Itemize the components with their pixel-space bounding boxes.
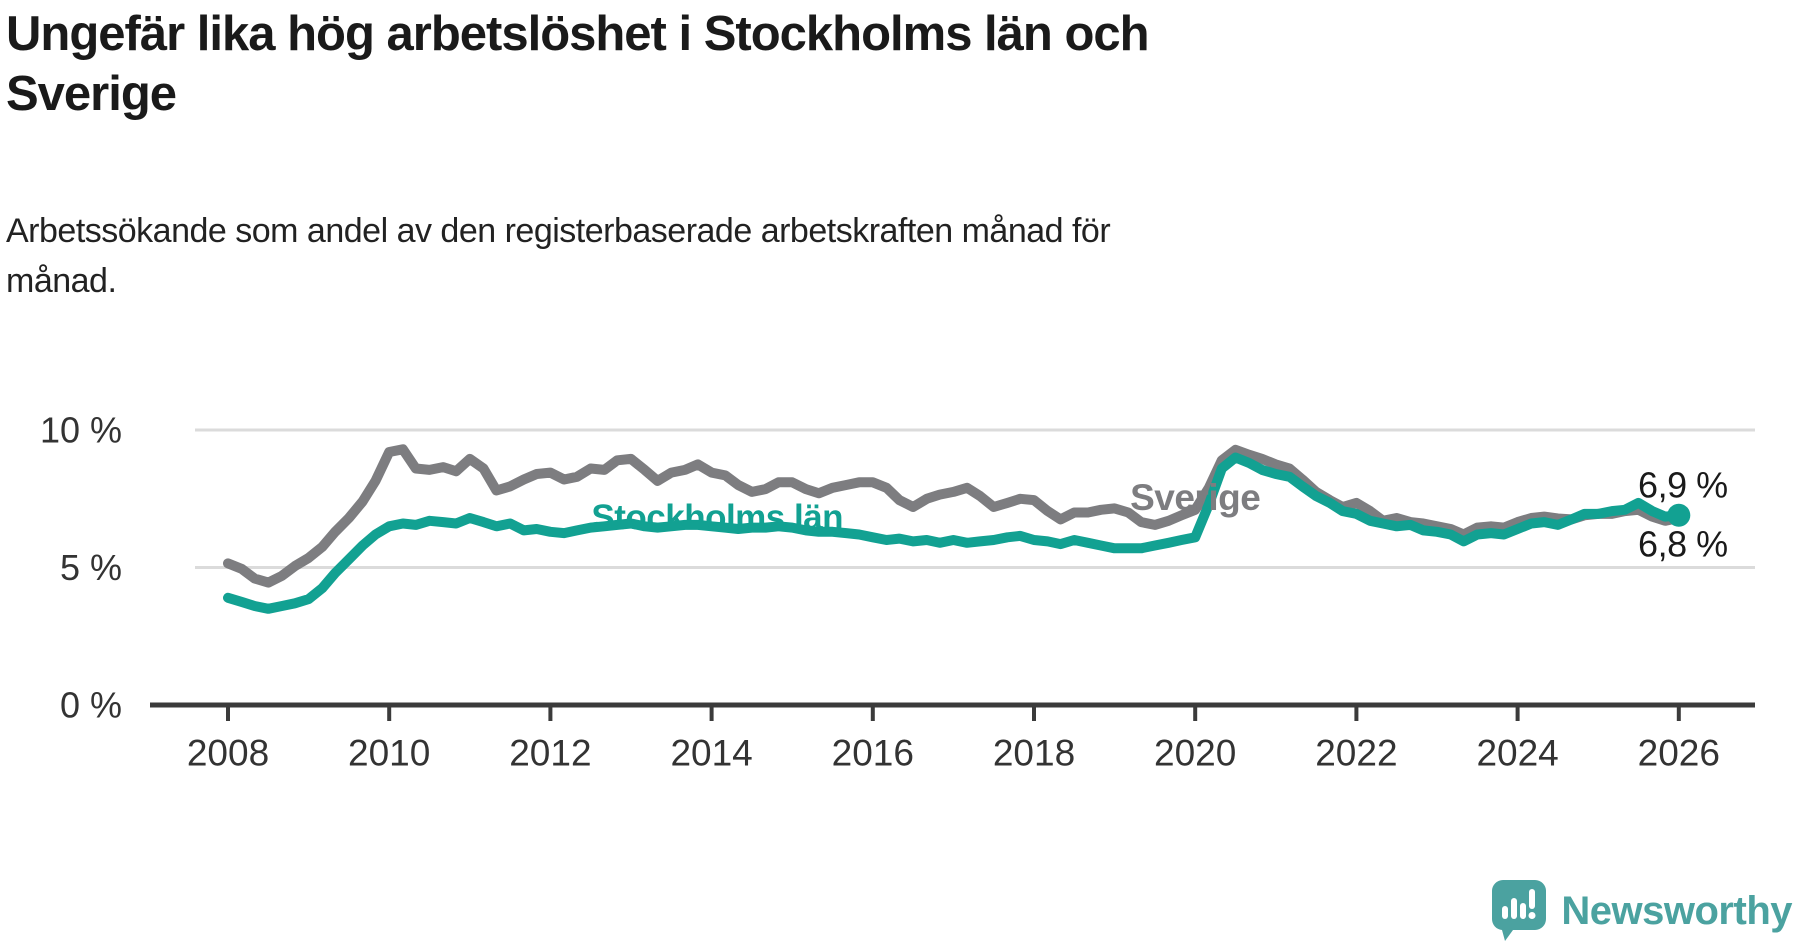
newsworthy-logo-text: Newsworthy <box>1561 888 1792 933</box>
x-tick-label: 2008 <box>187 733 269 774</box>
x-tick-label: 2012 <box>509 733 591 774</box>
x-tick-label: 2024 <box>1476 733 1558 774</box>
newsworthy-logo: Newsworthy <box>1491 878 1792 944</box>
logo-bar-2 <box>1511 898 1518 919</box>
x-tick-label: 2010 <box>348 733 430 774</box>
x-tick-label: 2016 <box>832 733 914 774</box>
x-tick-label: 2018 <box>993 733 1075 774</box>
y-tick-label: 5 % <box>60 547 122 588</box>
logo-exclamation-bar <box>1529 889 1536 909</box>
stockholm-series-label: Stockholms län <box>591 498 843 537</box>
series-line-stockholms-l-n <box>223 452 1684 614</box>
sverige-series-label: Sverige <box>1130 477 1260 518</box>
logo-bar-3 <box>1520 903 1527 919</box>
x-tick-label: 2014 <box>670 733 752 774</box>
chart-subtitle-line1: Arbetssökande som andel av den registerb… <box>6 212 1111 250</box>
y-tick-label: 0 % <box>60 685 122 726</box>
logo-bubble-shape <box>1492 880 1547 941</box>
chart-title-line1: Ungefär lika hög arbetslöshet i Stockhol… <box>6 7 1150 61</box>
x-tick-label: 2022 <box>1315 733 1397 774</box>
y-tick-label: 10 % <box>40 410 122 451</box>
logo-bar-1 <box>1502 906 1509 919</box>
series-line-sverige <box>223 444 1684 588</box>
newsworthy-logo-icon <box>1492 880 1547 941</box>
chart-title: Ungefär lika hög arbetslöshet i Stockhol… <box>6 4 1726 124</box>
end-value-stockholm: 6,9 % <box>1638 465 1728 506</box>
series-end-dot <box>1667 503 1691 527</box>
x-tick-label: 2020 <box>1154 733 1236 774</box>
logo-exclamation-dot <box>1528 912 1536 919</box>
chart-title-line2: Sverige <box>6 67 177 121</box>
end-value-sverige: 6,8 % <box>1638 524 1728 565</box>
chart-subtitle: Arbetssökande som andel av den registerb… <box>6 206 1606 306</box>
chart-subtitle-line2: månad. <box>6 262 117 300</box>
x-tick-label: 2026 <box>1638 733 1720 774</box>
